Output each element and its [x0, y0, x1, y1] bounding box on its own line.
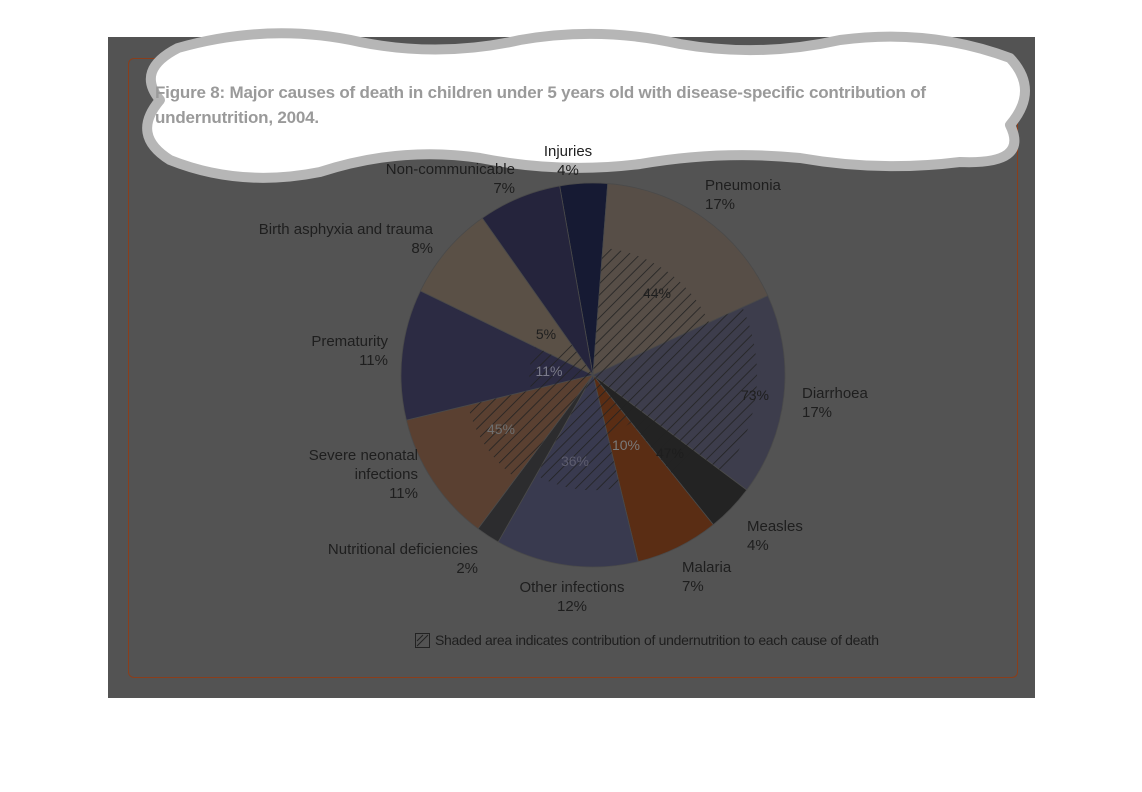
undernutrition-hatch-other-infections	[536, 375, 621, 491]
legend: Shaded area indicates contribution of un…	[415, 632, 879, 648]
undernutrition-hatch-severe-neonatal-infections	[467, 375, 593, 479]
slice-name-birth-asphyxia-and-trauma: Birth asphyxia and trauma	[259, 221, 434, 238]
undernutrition-label-birth-asphyxia-and-trauma: 5%	[536, 326, 556, 342]
undernutrition-hatch-diarrhoea	[593, 307, 758, 474]
undernutrition-label-severe-neonatal-infections: 45%	[487, 421, 515, 437]
undernutrition-label-diarrhoea: 73%	[741, 387, 769, 403]
pie-slice-birth-asphyxia-and-trauma	[419, 217, 594, 376]
undernutrition-hatch-prematurity	[529, 347, 593, 390]
slice-value-birth-asphyxia-and-trauma: 8%	[411, 240, 433, 257]
slice-value-measles: 4%	[747, 537, 769, 554]
slice-name-non-communicable: Non-communicable	[386, 161, 515, 178]
slice-name-malaria: Malaria	[682, 559, 732, 576]
slice-value-severe-neonatal-infections: 11%	[389, 485, 418, 502]
hatch-swatch-icon	[415, 632, 430, 648]
slice-label-non-communicable: Non-communicable 7%	[386, 161, 515, 197]
slice-label-malaria: Malaria 7%	[682, 559, 732, 595]
slice-value-prematurity: 11%	[359, 352, 388, 369]
slice-label-other-infections: Other infections 12%	[519, 579, 624, 615]
undernutrition-hatch-measles	[593, 375, 699, 478]
pie-slice-prematurity	[400, 290, 595, 421]
pie-slice-non-communicable	[481, 185, 594, 376]
undernutrition-hatch-birth-asphyxia-and-trauma	[554, 339, 593, 375]
slice-label-pneumonia: Pneumonia 17%	[705, 177, 782, 213]
slice-label-prematurity: Prematurity 11%	[311, 333, 388, 369]
slice-label-diarrhoea: Diarrhoea 17%	[802, 385, 869, 421]
slice-name-injuries: Injuries	[544, 143, 592, 160]
slice-value-nutritional-deficiencies: 2%	[456, 560, 478, 577]
slice-name-prematurity: Prematurity	[311, 333, 388, 350]
undernutrition-label-malaria: 10%	[612, 437, 640, 453]
slice-name-other-infections: Other infections	[519, 579, 624, 596]
slice-value-diarrhoea: 17%	[802, 404, 832, 421]
slice-label-injuries: Injuries 4%	[544, 143, 592, 179]
undernutrition-hatch-pneumonia	[593, 248, 709, 375]
slice-label-severe-neonatal-infections: Severe neonatal infections 11%	[309, 447, 418, 502]
undernutrition-label-prematurity: 11%	[536, 363, 563, 379]
slice-name-pneumonia: Pneumonia	[705, 177, 782, 194]
slice-value-non-communicable: 7%	[493, 180, 515, 197]
slice-value-malaria: 7%	[682, 578, 704, 595]
slice-value-other-infections: 12%	[557, 598, 587, 615]
slice-label-birth-asphyxia-and-trauma: Birth asphyxia and trauma 8%	[259, 221, 434, 257]
slice-value-pneumonia: 17%	[705, 196, 735, 213]
slice-name-severe-neonatal-infections: Severe neonatal	[309, 447, 418, 464]
undernutrition-hatch-malaria	[593, 375, 632, 435]
slice-name-severe-neonatal-infections: infections	[355, 466, 418, 483]
slice-name-measles: Measles	[747, 518, 803, 535]
slice-name-diarrhoea: Diarrhoea	[802, 385, 869, 402]
undernutrition-label-other-infections: 36%	[561, 453, 589, 469]
slice-label-measles: Measles 4%	[747, 518, 803, 554]
figure-title: Figure 8: Major causes of death in child…	[155, 83, 926, 127]
undernutrition-label-measles: 47%	[656, 445, 684, 461]
undernutrition-label-pneumonia: 44%	[643, 285, 671, 301]
slice-label-nutritional-deficiencies: Nutritional deficiencies 2%	[328, 541, 478, 577]
slice-name-nutritional-deficiencies: Nutritional deficiencies	[328, 541, 478, 558]
slice-value-injuries: 4%	[557, 162, 579, 179]
legend-text: Shaded area indicates contribution of un…	[435, 632, 879, 648]
